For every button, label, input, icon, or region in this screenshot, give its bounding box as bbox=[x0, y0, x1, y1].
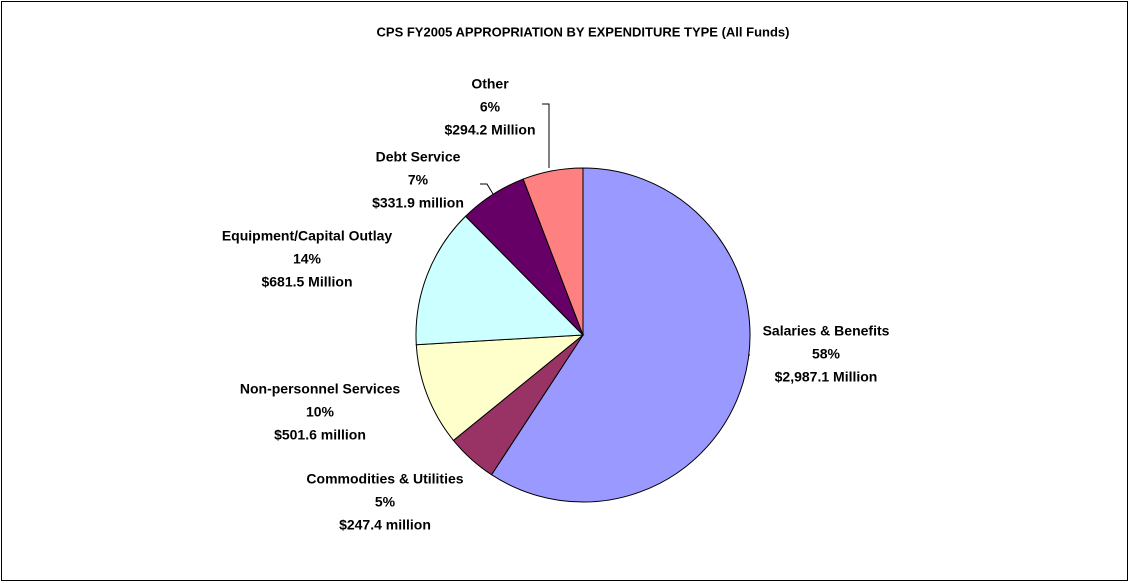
slice-value: $331.9 million bbox=[372, 195, 464, 211]
slice-label: Commodities & Utilities bbox=[306, 471, 463, 487]
slice-value: $681.5 Million bbox=[261, 274, 352, 290]
slice-value: $294.2 Million bbox=[444, 122, 535, 138]
pie-slice bbox=[522, 167, 584, 336]
leader-line bbox=[542, 103, 550, 168]
slice-value: $2,987.1 Million bbox=[775, 369, 878, 385]
slice-label: Equipment/Capital Outlay bbox=[222, 228, 393, 244]
slice-label: Salaries & Benefits bbox=[763, 323, 890, 339]
slice-percent: 10% bbox=[306, 404, 335, 420]
chart-title: CPS FY2005 APPROPRIATION BY EXPENDITURE … bbox=[377, 24, 790, 39]
pie-slice bbox=[415, 334, 585, 442]
slice-percent: 5% bbox=[375, 494, 396, 510]
pie-slice bbox=[490, 167, 751, 503]
slice-label: Other bbox=[471, 76, 509, 92]
slice-value: $501.6 million bbox=[274, 427, 366, 443]
slice-percent: 58% bbox=[812, 346, 841, 362]
pie-slice bbox=[415, 215, 585, 346]
leader-line bbox=[480, 183, 494, 195]
slice-label: Non-personnel Services bbox=[240, 381, 400, 397]
slice-value: $247.4 million bbox=[339, 517, 431, 533]
slice-percent: 14% bbox=[293, 251, 322, 267]
slice-percent: 7% bbox=[408, 172, 429, 188]
slice-percent: 6% bbox=[480, 99, 501, 115]
slice-label: Debt Service bbox=[376, 149, 461, 165]
